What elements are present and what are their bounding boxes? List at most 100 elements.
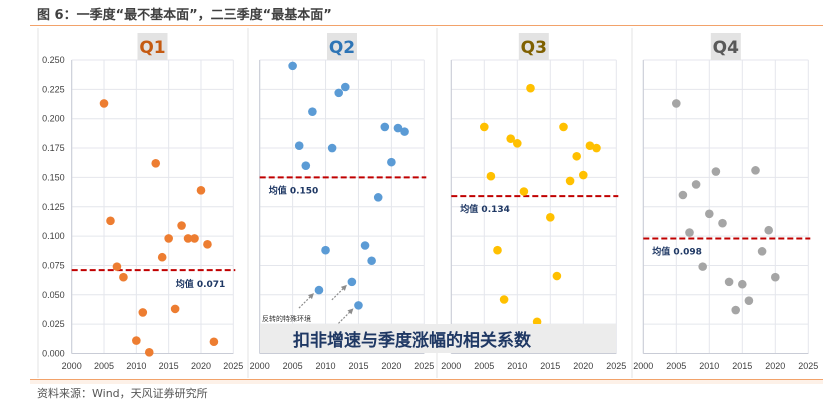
mean-label: 均值 0.071 bbox=[176, 278, 226, 290]
data-point bbox=[288, 61, 297, 71]
data-point bbox=[685, 228, 694, 237]
data-point bbox=[393, 123, 403, 133]
data-point bbox=[532, 317, 542, 327]
banner: 扣非增速与季度涨幅的相关系数 bbox=[260, 324, 616, 353]
data-point bbox=[480, 122, 489, 132]
data-point bbox=[373, 193, 383, 202]
data-point bbox=[144, 348, 154, 357]
data-point bbox=[314, 285, 324, 295]
x-tick-label: 2025 bbox=[414, 361, 434, 371]
data-point bbox=[757, 247, 767, 256]
title-background bbox=[137, 33, 168, 60]
data-point bbox=[308, 107, 317, 116]
x-tick-label: 2015 bbox=[348, 361, 368, 371]
data-point bbox=[183, 234, 193, 243]
y-tick-label: 0.050 bbox=[42, 290, 65, 300]
data-point bbox=[138, 308, 148, 317]
data-point bbox=[724, 277, 734, 287]
data-point bbox=[203, 240, 212, 249]
scatter-panels: 2000 2005 2010 2015 2020 2025 0.000 0.025 0.050 0… bbox=[37, 28, 818, 378]
data-point bbox=[400, 127, 409, 136]
data-point bbox=[731, 305, 740, 315]
data-point bbox=[380, 122, 390, 132]
panel-title: Q1 bbox=[139, 38, 165, 58]
data-point bbox=[751, 166, 760, 175]
x-tick-label: 2020 bbox=[191, 361, 211, 371]
mean-label: 均值 0.134 bbox=[460, 203, 510, 215]
data-point bbox=[672, 99, 681, 108]
panel-title: Q2 bbox=[329, 38, 355, 58]
data-point bbox=[321, 245, 330, 255]
data-point bbox=[764, 225, 773, 235]
data-point bbox=[559, 122, 568, 132]
data-point bbox=[347, 277, 357, 287]
x-tick-label: 2000 bbox=[62, 361, 82, 371]
data-point bbox=[164, 234, 173, 243]
x-tick-label: 2000 bbox=[441, 361, 461, 371]
data-point bbox=[552, 271, 562, 281]
arrowhead-icon bbox=[307, 293, 314, 300]
data-point bbox=[691, 180, 701, 189]
arrowhead-icon bbox=[347, 308, 354, 315]
panel-q3: 2000 2005 2010 2015 2020 2025 Q3 均值 0.134 bbox=[441, 33, 626, 371]
data-point bbox=[334, 88, 344, 98]
data-point bbox=[585, 141, 595, 151]
x-tick-label: 2015 bbox=[540, 361, 560, 371]
x-tick-label: 2020 bbox=[573, 361, 593, 371]
data-point bbox=[678, 190, 688, 200]
data-point bbox=[565, 176, 575, 186]
x-tick-label: 2020 bbox=[765, 361, 785, 371]
mean-label: 均值 0.150 bbox=[269, 184, 319, 196]
x-tick-label: 2005 bbox=[666, 361, 686, 371]
data-point bbox=[499, 295, 509, 304]
data-point bbox=[738, 279, 747, 289]
data-point bbox=[132, 336, 141, 345]
x-tick-label: 2010 bbox=[699, 361, 719, 371]
data-point bbox=[771, 272, 780, 282]
data-point bbox=[119, 272, 128, 282]
data-point bbox=[301, 161, 311, 170]
arrowhead-icon bbox=[340, 284, 347, 291]
data-point bbox=[151, 159, 161, 168]
title-background bbox=[327, 33, 357, 60]
data-point bbox=[519, 187, 529, 196]
y-tick-label: 0.075 bbox=[42, 260, 65, 270]
source-note: 资料来源：Wind，天风证券研究所 bbox=[37, 387, 208, 400]
x-tick-label: 2025 bbox=[606, 361, 626, 371]
x-tick-label: 2010 bbox=[316, 361, 336, 371]
data-point bbox=[572, 151, 581, 161]
x-tick-label: 2025 bbox=[798, 361, 818, 371]
banner-background bbox=[260, 324, 616, 353]
y-tick-label: 0.225 bbox=[42, 84, 65, 94]
y-tick-label: 0.200 bbox=[42, 114, 65, 124]
data-point bbox=[493, 245, 502, 255]
y-tick-label: 0.025 bbox=[42, 319, 65, 329]
x-tick-label: 2005 bbox=[283, 361, 303, 371]
figure-title: 图 6：一季度“最不基本面”，二三季度“最基本面” bbox=[37, 8, 332, 23]
x-tick-label: 2005 bbox=[94, 361, 114, 371]
panel-title: Q4 bbox=[713, 38, 739, 58]
x-tick-label: 2015 bbox=[159, 361, 179, 371]
y-tick-label: 0.175 bbox=[42, 143, 65, 153]
x-tick-label: 2000 bbox=[250, 361, 270, 371]
data-point bbox=[112, 262, 122, 271]
bottom-band bbox=[30, 380, 823, 384]
data-point bbox=[340, 82, 350, 92]
x-tick-label: 2020 bbox=[381, 361, 401, 371]
mean-label: 均值 0.098 bbox=[652, 245, 702, 257]
data-point bbox=[177, 221, 186, 230]
x-tick-label: 2015 bbox=[732, 361, 752, 371]
bottom-rule bbox=[30, 379, 823, 380]
x-tick-label: 2010 bbox=[507, 361, 527, 371]
data-point bbox=[99, 99, 109, 108]
y-tick-label: 0.125 bbox=[42, 202, 65, 212]
data-point bbox=[209, 337, 219, 347]
data-point bbox=[698, 262, 707, 271]
annotation-text: 反转的特殊环境 bbox=[262, 314, 311, 323]
y-tick-label: 0.150 bbox=[42, 172, 65, 182]
data-point bbox=[486, 171, 496, 181]
data-point bbox=[579, 170, 588, 180]
data-point bbox=[711, 167, 721, 176]
data-point bbox=[387, 157, 396, 167]
panel-q2: 2000 2005 2010 2015 2020 2025 Q2 均值 0.150 bbox=[250, 33, 434, 371]
